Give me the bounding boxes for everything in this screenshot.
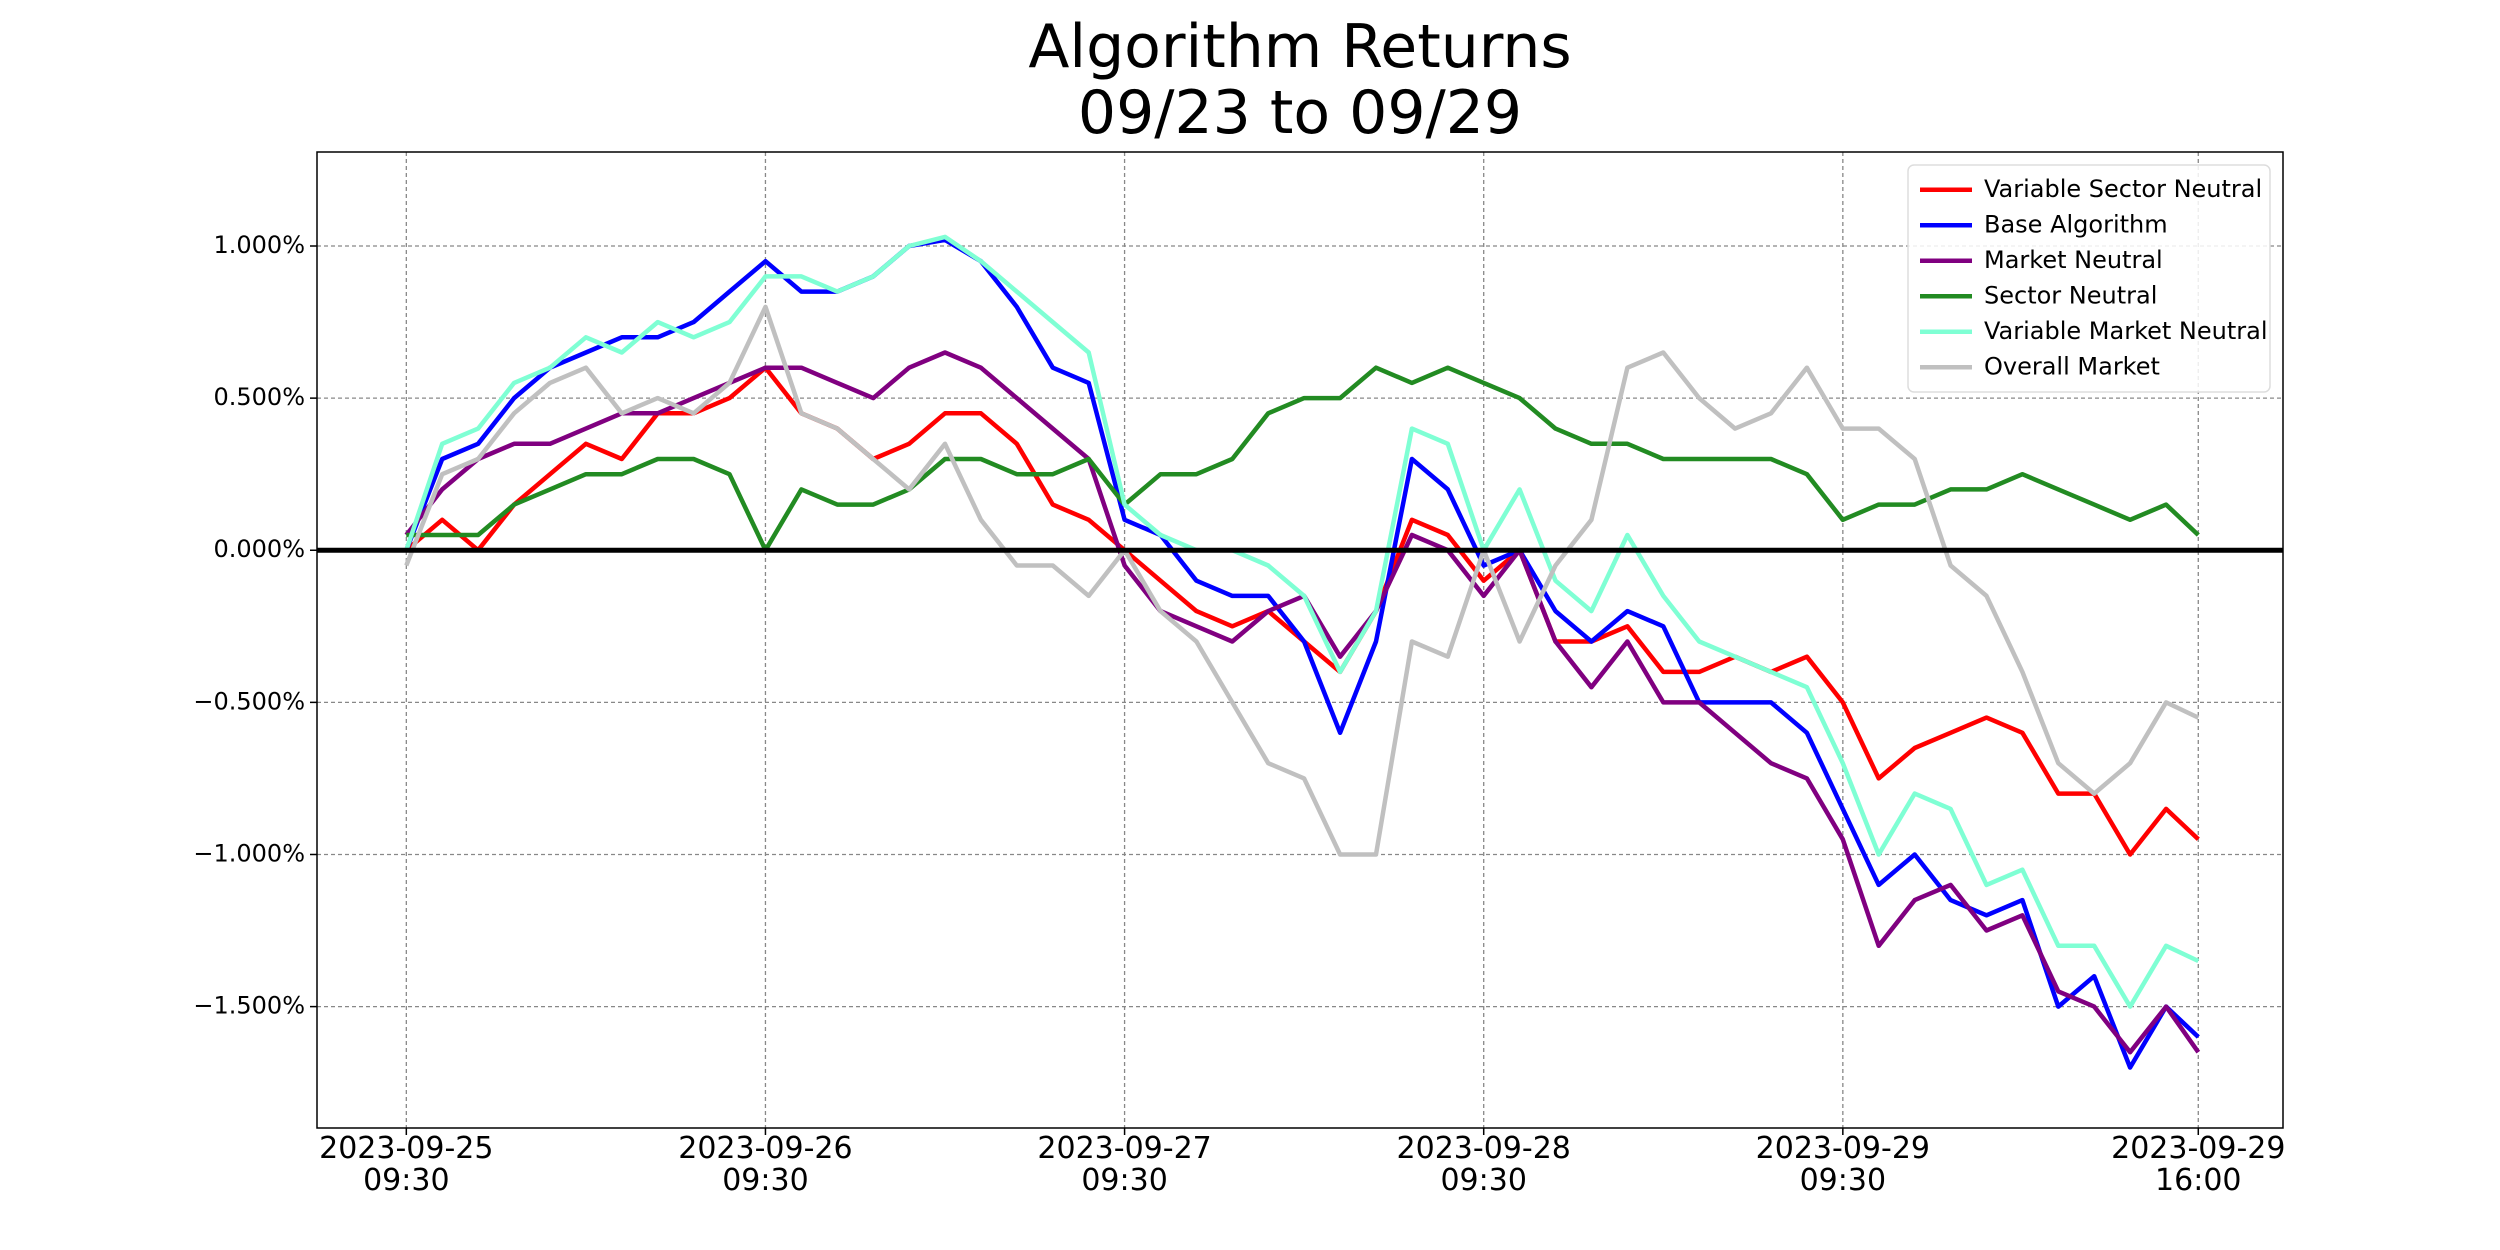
legend-label: Sector Neutral	[1984, 281, 2157, 309]
legend-box	[1907, 164, 2271, 393]
axes-frame	[316, 151, 2284, 1129]
legend-label: Market Neutral	[1984, 246, 2163, 274]
x-tick-label: 2023-09-28 09:30	[1396, 1131, 1571, 1198]
y-tick-label: 0.000%	[213, 535, 305, 563]
chart-title: Algorithm Returns 09/23 to 09/29	[1028, 12, 1572, 148]
x-tick-label: 2023-09-29 09:30	[1755, 1131, 1931, 1198]
series-line	[404, 237, 2200, 1070]
legend-label: Variable Market Neutral	[1984, 317, 2268, 345]
x-tick-label: 2023-09-27 09:30	[1037, 1131, 1212, 1198]
legend-label: Overall Market	[1984, 352, 2160, 380]
x-tick-label: 2023-09-25 09:30	[319, 1131, 494, 1198]
series-line	[406, 365, 2200, 553]
y-tick-label: −1.500%	[193, 992, 305, 1020]
y-tick-label: 0.500%	[213, 383, 305, 411]
y-tick-label: 1.000%	[213, 231, 305, 259]
series-line	[404, 304, 2200, 857]
y-tick-label: −0.500%	[193, 687, 305, 715]
x-tick-label: 2023-09-29 16:00	[2111, 1131, 2286, 1198]
legend-label: Variable Sector Neutral	[1984, 175, 2262, 203]
y-tick-label: −1.000%	[193, 839, 305, 867]
series-line	[404, 234, 2200, 1009]
series-line	[404, 365, 2200, 857]
legend-label: Base Algorithm	[1984, 210, 2168, 238]
x-tick-label: 2023-09-26 09:30	[678, 1131, 853, 1198]
